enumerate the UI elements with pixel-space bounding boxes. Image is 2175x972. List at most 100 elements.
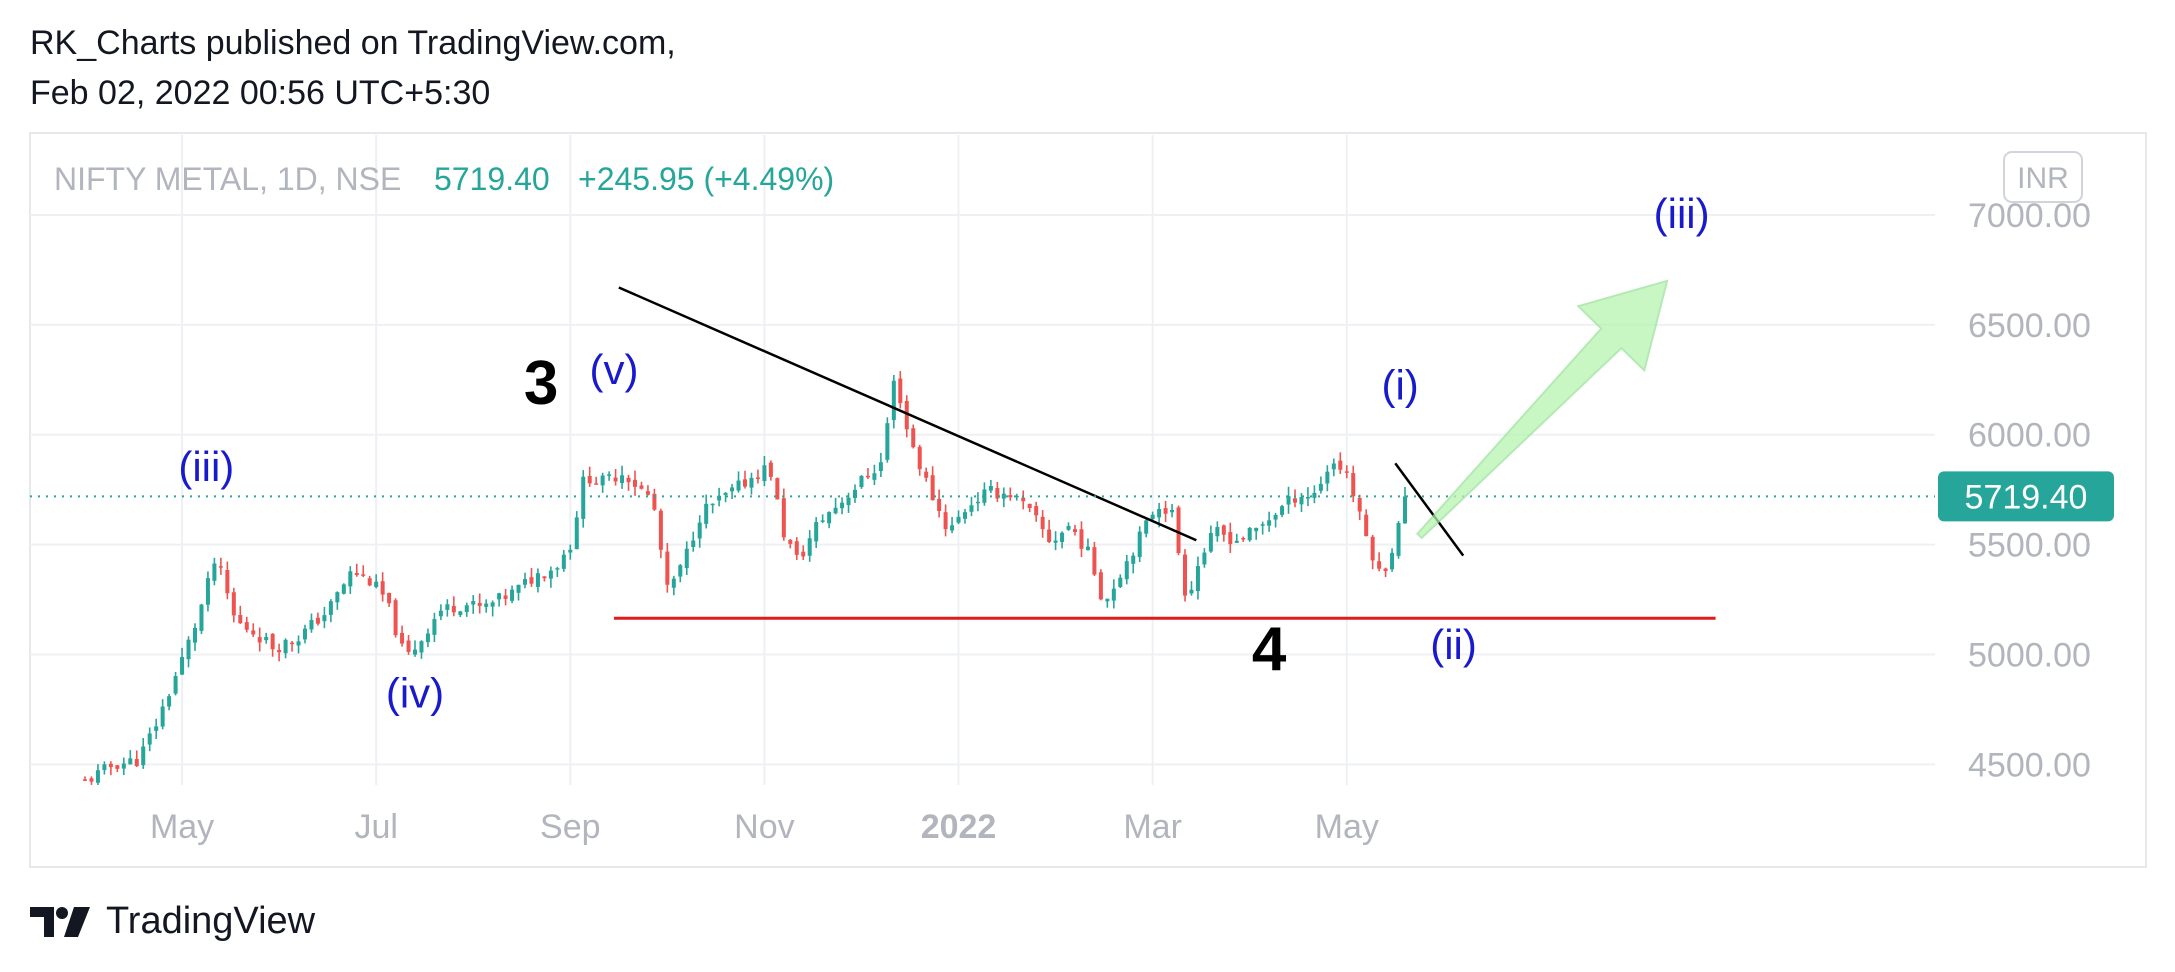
candle-body xyxy=(406,640,411,652)
candle-body xyxy=(296,641,301,646)
candle-body xyxy=(1280,506,1285,515)
x-tick-label: Sep xyxy=(540,808,601,846)
legend-change: +245.95 (+4.49%) xyxy=(578,161,834,197)
y-tick-label: 5000.00 xyxy=(1968,637,2091,675)
y-tick-label: 7000.00 xyxy=(1968,197,2091,235)
candle-body xyxy=(160,706,165,727)
candle-body xyxy=(1047,529,1052,542)
candle-body xyxy=(1267,520,1272,526)
time-axis[interactable]: May Jul Sep Nov 2022 Mar May xyxy=(150,808,1379,846)
publisher-line: RK_Charts published on TradingView.com, xyxy=(30,24,676,62)
candle-body xyxy=(510,589,515,601)
candle-body xyxy=(1202,552,1207,565)
candle-body xyxy=(1390,552,1395,570)
candle-body xyxy=(626,477,631,483)
candle-body xyxy=(561,554,566,569)
candle-body xyxy=(956,516,961,523)
candle-body xyxy=(180,657,185,675)
candle-body xyxy=(749,477,754,488)
candle-body xyxy=(723,492,728,495)
price-label: 5719.40 xyxy=(1938,471,2114,522)
tradingview-logo-icon xyxy=(30,906,90,937)
candle-body xyxy=(328,601,333,615)
candle-body xyxy=(1208,533,1213,552)
candle-body xyxy=(497,593,502,600)
candle-body xyxy=(1292,498,1298,503)
candle-body xyxy=(1273,514,1278,520)
candle-body xyxy=(1111,588,1116,601)
candle-body xyxy=(1092,547,1097,575)
trend-line[interactable] xyxy=(618,286,1197,542)
candle-body xyxy=(1377,561,1382,569)
candle-body xyxy=(1312,492,1317,498)
wave-label: (i) xyxy=(1381,362,1418,409)
candle-body xyxy=(937,498,942,512)
wave-label: (iii) xyxy=(1654,190,1710,237)
candle-body xyxy=(788,539,793,544)
candle-body xyxy=(128,758,133,765)
candle-body xyxy=(1383,568,1388,572)
x-tick-label: May xyxy=(150,808,214,846)
candle-body xyxy=(102,764,107,771)
candle-body xyxy=(121,763,126,769)
wave-label: (iv) xyxy=(386,669,444,716)
candle-body xyxy=(1305,496,1310,499)
wave-label: (iii) xyxy=(178,443,234,490)
candle-body xyxy=(639,485,644,489)
candle-body xyxy=(354,572,359,575)
candle-body xyxy=(290,642,295,645)
candle-body xyxy=(962,512,968,519)
candle-body xyxy=(309,619,314,630)
candle-body xyxy=(361,574,366,576)
y-tick-label: 5500.00 xyxy=(1968,527,2091,565)
candle-body xyxy=(1027,503,1032,509)
candle-body xyxy=(432,619,437,635)
candle-body xyxy=(678,565,683,577)
candle-body xyxy=(840,502,845,509)
minor-trend-line[interactable] xyxy=(1394,462,1465,557)
candle-body xyxy=(490,602,495,607)
y-tick-label: 4500.00 xyxy=(1968,746,2091,784)
candle-body xyxy=(1144,520,1149,534)
candle-body xyxy=(1066,526,1071,530)
candle-body xyxy=(225,569,230,594)
projection-arrow[interactable] xyxy=(1416,279,1669,540)
candle-body xyxy=(380,581,385,595)
candle-body xyxy=(283,639,288,654)
candle-body xyxy=(270,633,275,650)
wave-label: 3 xyxy=(524,349,558,418)
candle-body xyxy=(1215,527,1220,537)
candle-body xyxy=(581,476,586,519)
candle-body xyxy=(451,605,456,613)
brand[interactable]: TradingView xyxy=(30,900,315,943)
candle-body xyxy=(697,522,702,539)
price-axis[interactable]: 4500.00 5000.00 5500.00 6000.00 6500.00 7000.… xyxy=(1968,197,2091,784)
candle-body xyxy=(322,615,327,622)
y-tick-label: 6000.00 xyxy=(1968,417,2091,455)
candle-body xyxy=(645,491,650,495)
candle-body xyxy=(374,581,379,588)
candle-body xyxy=(781,498,786,538)
wave-label: 4 xyxy=(1252,615,1287,684)
currency-badge[interactable]: INR xyxy=(2003,151,2083,203)
candle-body xyxy=(730,487,735,492)
candle-body xyxy=(762,465,767,482)
candle-body xyxy=(917,446,922,470)
candle-body xyxy=(231,592,236,616)
candle-body xyxy=(898,378,903,404)
candle-body xyxy=(600,475,605,486)
candle-body xyxy=(911,428,916,448)
candle-body xyxy=(814,522,819,542)
candle-body xyxy=(768,462,773,477)
candle-body xyxy=(167,696,172,707)
y-tick-label: 6500.00 xyxy=(1968,307,2091,345)
candle-body xyxy=(95,770,100,783)
candle-body xyxy=(341,584,346,594)
candle-body xyxy=(277,649,282,653)
candle-body xyxy=(367,578,372,586)
wave-labels: (iii) (iv) 3 (v) (i) (ii) 4 (iii) xyxy=(178,190,1709,716)
candle-body xyxy=(154,726,159,731)
candle-body xyxy=(438,610,443,617)
candle-body xyxy=(1396,522,1401,556)
